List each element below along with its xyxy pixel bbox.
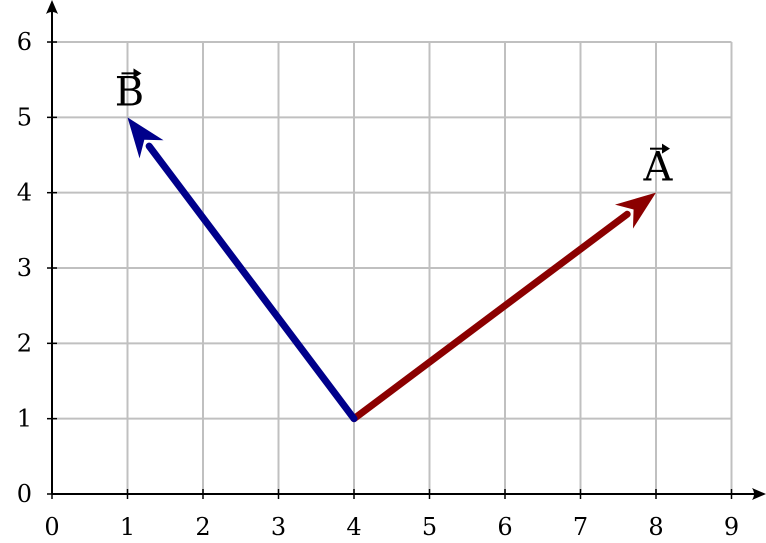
x-tick-label: 3 <box>271 513 286 541</box>
y-tick-label: 6 <box>17 28 32 56</box>
x-tick-label: 1 <box>120 513 135 541</box>
y-tick-label: 3 <box>17 254 32 282</box>
y-tick-label: 2 <box>17 329 32 357</box>
x-axis-arrowhead <box>752 488 766 500</box>
x-tick-label: 2 <box>195 513 210 541</box>
x-tick-label: 0 <box>44 513 59 541</box>
vector-a-label: A <box>643 145 674 191</box>
grid <box>52 42 732 494</box>
y-axis-arrowhead <box>46 0 58 14</box>
y-tick-label: 0 <box>17 480 32 508</box>
vector-b-arrowhead <box>128 117 164 158</box>
y-tick-label: 4 <box>17 179 32 207</box>
x-tick-label: 5 <box>422 513 437 541</box>
x-tick-label: 6 <box>497 513 512 541</box>
x-tick-label: 8 <box>648 513 663 541</box>
vector-b-shaft <box>149 146 354 419</box>
x-tick-label: 7 <box>573 513 588 541</box>
y-tick-label: 1 <box>17 405 32 433</box>
vector-b-label: B <box>115 69 144 115</box>
x-tick-label: 4 <box>346 513 361 541</box>
vector-a-arrowhead <box>615 193 656 229</box>
y-tick-label: 5 <box>17 103 32 131</box>
labels: AB <box>115 68 674 190</box>
x-tick-label: 9 <box>724 513 739 541</box>
vector-a-shaft <box>354 214 627 418</box>
